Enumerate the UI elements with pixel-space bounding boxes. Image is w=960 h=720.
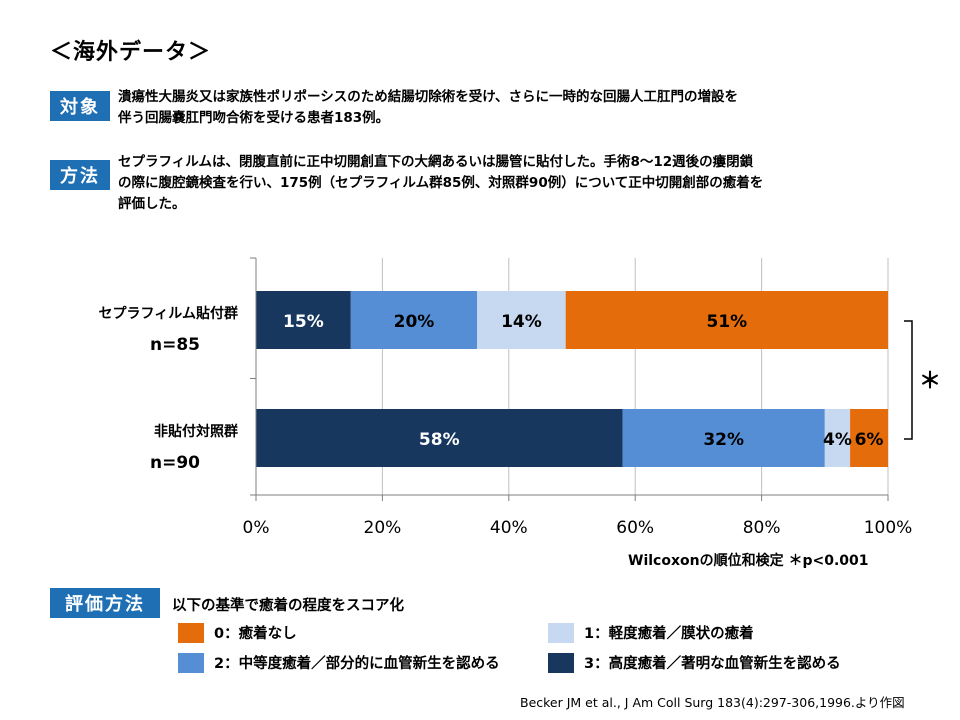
legend-label: 1：軽度癒着／膜状の癒着	[584, 626, 754, 642]
data-label: 6%	[855, 430, 884, 450]
significance-bracket	[904, 320, 913, 440]
legend-swatch	[548, 652, 574, 673]
subject-text: 潰瘍性大腸炎又は家族性ポリポーシスのため結腸切除術を受け、さらに一時的な回腸人工…	[118, 87, 738, 129]
bar-segment-score3	[256, 409, 623, 467]
x-tick-label: 0%	[243, 518, 270, 538]
data-label: 4%	[823, 430, 852, 450]
subject-line: 潰瘍性大腸炎又は家族性ポリポーシスのため結腸切除術を受け、さらに一時的な回腸人工…	[118, 89, 739, 105]
method-line: セプラフィルムは、閉腹直前に正中切開創直下の大網あるいは腸管に貼付した。手術8～…	[118, 154, 754, 170]
page-title: ＜海外データ＞	[50, 40, 212, 65]
legend-label: 2：中等度癒着／部分的に血管新生を認める	[214, 656, 500, 672]
bar-segment-score1	[824, 409, 851, 467]
bar-segment-score0	[565, 291, 888, 349]
legend-item-score2: 2：中等度癒着／部分的に血管新生を認める	[178, 652, 500, 673]
category-n: n=85	[150, 335, 200, 355]
x-tick-label: 100%	[864, 518, 913, 538]
category-n: n=90	[150, 453, 200, 473]
bar-segment-score2	[350, 291, 478, 349]
legend-item-score0: 0：癒着なし	[178, 622, 297, 643]
evaluation-description: 以下の基準で癒着の程度をスコア化	[172, 598, 404, 614]
data-label: 20%	[394, 312, 435, 332]
statistical-test-note: Wilcoxonの順位和検定 ＊p<0.001	[628, 553, 869, 569]
method-text: セプラフィルムは、閉腹直前に正中切開創直下の大網あるいは腸管に貼付した。手術8～…	[118, 152, 763, 215]
significance-mark: ＊	[919, 369, 941, 394]
citation: Becker JM et al., J Am Coll Surg 183(4):…	[520, 695, 905, 710]
data-label: 15%	[283, 312, 324, 332]
x-tick-label: 80%	[743, 518, 781, 538]
bar-segment-score1	[477, 291, 566, 349]
x-tick-label: 60%	[616, 518, 654, 538]
bar-segment-score0	[850, 409, 888, 467]
bar-segment-score3	[256, 291, 351, 349]
data-label: 32%	[703, 430, 744, 450]
x-tick-label: 40%	[490, 518, 528, 538]
data-label: 51%	[706, 312, 747, 332]
method-tag: 方法	[50, 160, 110, 190]
method-line: 評価した。	[118, 196, 186, 212]
subject-tag: 対象	[50, 91, 110, 121]
category-label: 非貼付対照群	[154, 423, 238, 440]
legend-item-score1: 1：軽度癒着／膜状の癒着	[548, 622, 754, 643]
legend-label: 3：高度癒着／著明な血管新生を認める	[584, 656, 841, 672]
x-tick-label: 20%	[364, 518, 402, 538]
category-label: セプラフィルム貼付群	[99, 305, 238, 322]
legend-swatch	[548, 622, 574, 643]
evaluation-tag: 評価方法	[50, 588, 160, 618]
legend-swatch	[178, 652, 204, 673]
legend-label: 0：癒着なし	[214, 626, 297, 642]
method-line: の際に腹腔鏡検査を行い、175例（セプラフィルム群85例、対照群90例）について…	[118, 175, 764, 191]
data-label: 14%	[501, 312, 542, 332]
data-label: 58%	[419, 430, 460, 450]
legend-swatch	[178, 622, 204, 643]
subject-line: 伴う回腸嚢肛門吻合術を受ける患者183例。	[118, 110, 390, 126]
legend-item-score3: 3：高度癒着／著明な血管新生を認める	[548, 652, 841, 673]
bar-segment-score2	[622, 409, 825, 467]
